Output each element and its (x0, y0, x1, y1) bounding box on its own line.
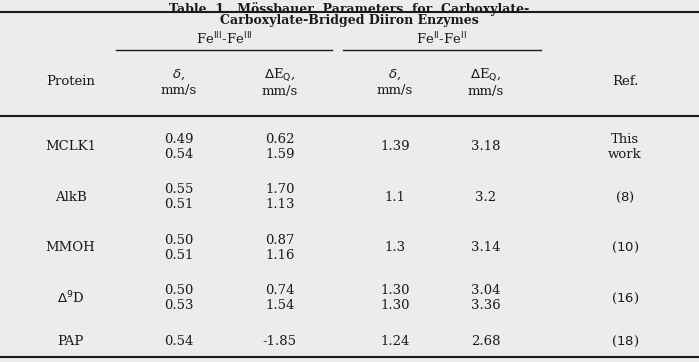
Text: -1.85: -1.85 (263, 335, 297, 348)
Text: $\Delta^9$D: $\Delta^9$D (57, 290, 84, 307)
Text: 2.68: 2.68 (471, 335, 500, 348)
Text: $\Delta$E$_{\mathrm{Q}}$,
mm/s: $\Delta$E$_{\mathrm{Q}}$, mm/s (468, 66, 504, 98)
Text: 1.70
1.13: 1.70 1.13 (265, 183, 294, 211)
Text: Ref.: Ref. (612, 75, 638, 88)
Text: MCLK1: MCLK1 (45, 140, 96, 153)
Text: Protein: Protein (46, 75, 95, 88)
Text: 1.1: 1.1 (384, 191, 405, 204)
Text: 1.39: 1.39 (380, 140, 410, 153)
Text: 3.04
3.36: 3.04 3.36 (470, 284, 500, 312)
Text: Table  1.  Mössbauer  Parameters  for  Carboxylate-: Table 1. Mössbauer Parameters for Carbox… (169, 2, 530, 16)
Text: MMOH: MMOH (45, 241, 95, 254)
Text: 0.54: 0.54 (164, 335, 193, 348)
Text: This
work: This work (608, 133, 642, 161)
Text: 0.87
1.16: 0.87 1.16 (265, 234, 294, 262)
Text: $\delta$,
mm/s: $\delta$, mm/s (377, 67, 413, 97)
Text: ($\it{10}$): ($\it{10}$) (611, 240, 639, 255)
Text: Fe$^{\mathrm{II}}$-Fe$^{\mathrm{II}}$: Fe$^{\mathrm{II}}$-Fe$^{\mathrm{II}}$ (417, 30, 468, 47)
Text: 0.50
0.51: 0.50 0.51 (164, 234, 193, 262)
Text: ($\it{8}$): ($\it{8}$) (615, 190, 635, 205)
Text: 3.18: 3.18 (471, 140, 500, 153)
Text: 0.62
1.59: 0.62 1.59 (265, 133, 294, 161)
Text: 1.30
1.30: 1.30 1.30 (380, 284, 410, 312)
Text: $\Delta$E$_{\mathrm{Q}}$,
mm/s: $\Delta$E$_{\mathrm{Q}}$, mm/s (261, 66, 298, 98)
Text: Carboxylate-Bridged Diiron Enzymes: Carboxylate-Bridged Diiron Enzymes (220, 14, 479, 28)
Text: ($\it{16}$): ($\it{16}$) (611, 291, 639, 306)
Text: 1.3: 1.3 (384, 241, 405, 254)
Text: 0.50
0.53: 0.50 0.53 (164, 284, 194, 312)
Text: 0.49
0.54: 0.49 0.54 (164, 133, 194, 161)
Text: PAP: PAP (57, 335, 84, 348)
Text: 1.24: 1.24 (380, 335, 410, 348)
Text: 3.14: 3.14 (471, 241, 500, 254)
Text: ($\it{18}$): ($\it{18}$) (611, 334, 639, 349)
Text: 0.74
1.54: 0.74 1.54 (265, 284, 294, 312)
Text: 3.2: 3.2 (475, 191, 496, 204)
Text: Fe$^{\mathrm{III}}$-Fe$^{\mathrm{III}}$: Fe$^{\mathrm{III}}$-Fe$^{\mathrm{III}}$ (196, 30, 252, 47)
Text: 0.55
0.51: 0.55 0.51 (164, 183, 193, 211)
Text: $\delta$,
mm/s: $\delta$, mm/s (161, 67, 196, 97)
Text: AlkB: AlkB (55, 191, 87, 204)
